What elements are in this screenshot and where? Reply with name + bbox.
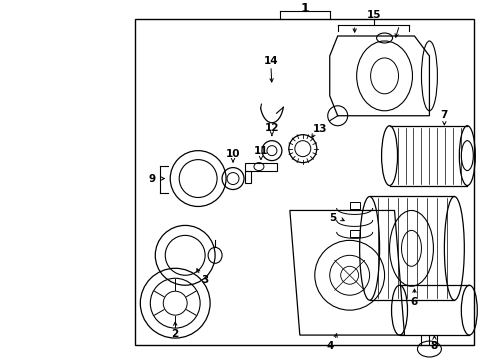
Bar [135, 19, 474, 345]
Text: 1: 1 [300, 1, 309, 15]
Bar [245, 171, 251, 183]
Text: 11: 11 [254, 146, 268, 156]
Text: 4: 4 [326, 341, 333, 351]
Bar [245, 163, 277, 171]
Text: 15: 15 [367, 10, 381, 20]
Text: 7: 7 [441, 110, 448, 120]
Bar [350, 202, 360, 210]
Text: 10: 10 [226, 149, 240, 159]
Text: 6: 6 [411, 297, 418, 307]
Text: 2: 2 [172, 329, 179, 339]
Text: 5: 5 [329, 213, 336, 224]
Text: 14: 14 [264, 56, 278, 66]
Text: 8: 8 [431, 341, 438, 351]
Text: 9: 9 [149, 174, 156, 184]
Text: 13: 13 [313, 124, 327, 134]
Text: 12: 12 [265, 123, 279, 133]
Bar [350, 230, 360, 237]
Text: 3: 3 [201, 275, 209, 285]
